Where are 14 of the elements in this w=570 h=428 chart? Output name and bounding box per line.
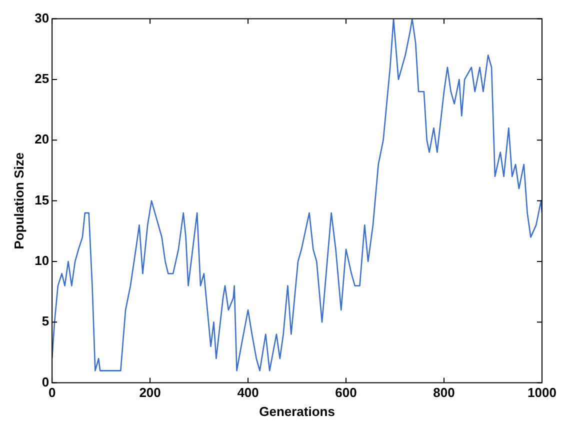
y-tick-label: 10	[34, 253, 50, 268]
x-axis-title: Generations	[259, 404, 335, 419]
y-tick-label: 25	[34, 71, 50, 86]
y-axis-title: Population Size	[11, 152, 26, 250]
y-tick-label: 20	[34, 132, 50, 147]
x-tick-label: 600	[335, 385, 357, 400]
x-tick-label: 400	[237, 385, 259, 400]
y-tick-label: 30	[34, 10, 50, 26]
y-tick-label: 0	[42, 374, 50, 390]
y-tick-label: 15	[34, 192, 50, 208]
y-tick-label: 5	[42, 314, 50, 329]
x-tick-label: 200	[139, 385, 161, 400]
x-tick-label: 800	[433, 385, 455, 400]
x-tick-label: 1000	[528, 385, 556, 400]
